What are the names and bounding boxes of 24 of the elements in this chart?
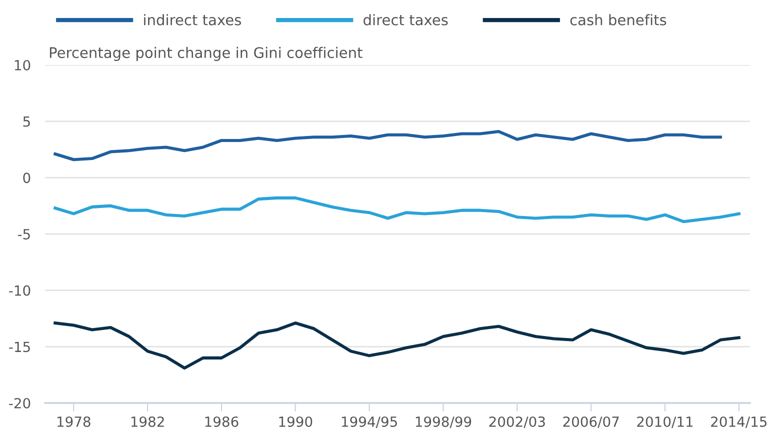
- line-series: [54, 196, 740, 224]
- y-tick-label: 0: [23, 172, 30, 184]
- x-tick-label: 2014/15: [711, 416, 767, 428]
- y-tick-label: -20: [9, 398, 30, 408]
- x-tick-label: 1990: [279, 416, 312, 427]
- x-tick-label: 2006/07: [563, 416, 619, 428]
- legend-label: cash benefits: [570, 14, 666, 26]
- legend-label: direct taxes: [364, 14, 448, 26]
- x-tick-label: 1994/95: [342, 416, 397, 428]
- x-tick-label: 1982: [131, 416, 164, 427]
- x-tick-label: 1986: [205, 416, 238, 427]
- x-tick-label: 1978: [57, 416, 90, 427]
- x-tick-label: 2002/03: [489, 416, 545, 428]
- x-tick-label: 1998/99: [416, 416, 472, 428]
- line-series: [54, 130, 722, 162]
- y-tick-label: 10: [14, 60, 30, 70]
- line-series: [54, 321, 740, 370]
- y-tick-label: -10: [9, 285, 30, 296]
- y-axis-title: Percentage point change in Gini coefficient: [50, 46, 362, 61]
- y-tick-label: 5: [23, 116, 30, 127]
- y-tick-label: -5: [18, 229, 30, 240]
- y-tick-label: -15: [9, 342, 30, 352]
- legend-label: indirect taxes: [144, 14, 242, 26]
- x-tick-label: 2010/11: [637, 416, 693, 428]
